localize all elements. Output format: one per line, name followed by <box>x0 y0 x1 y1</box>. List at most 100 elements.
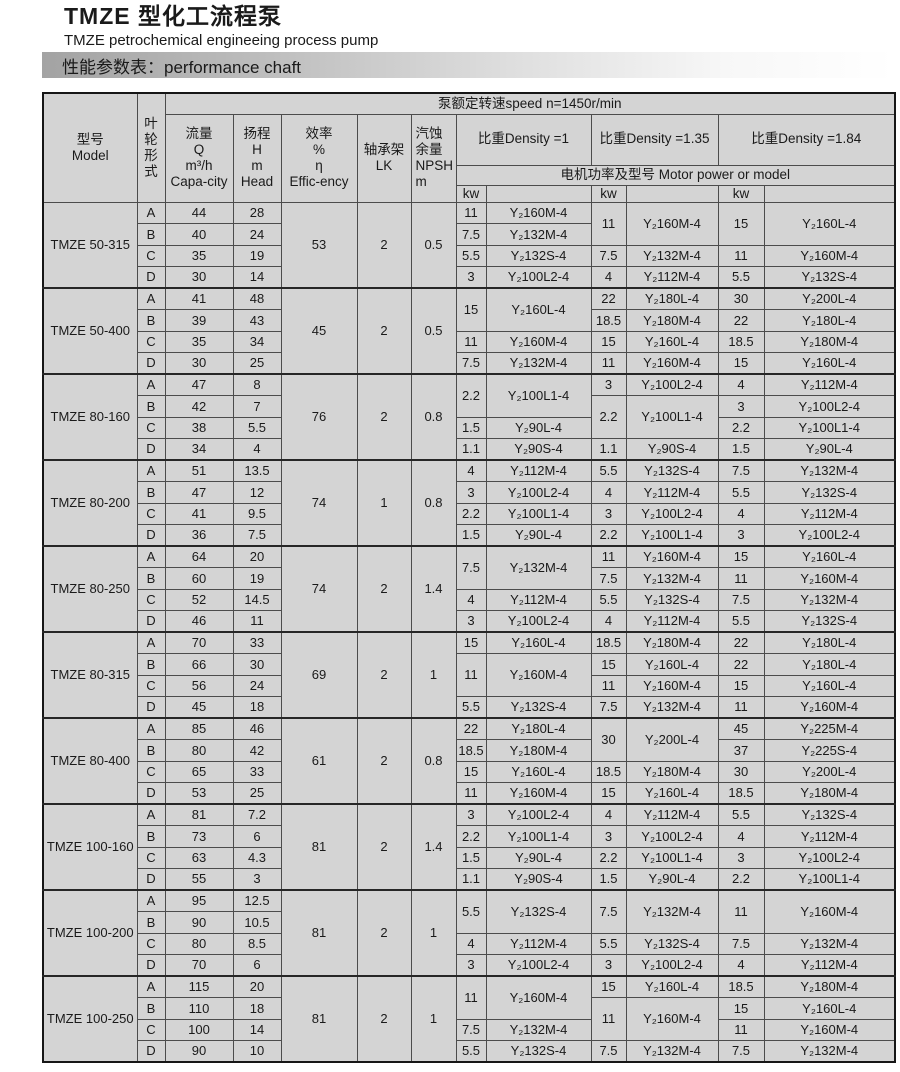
kw-value-cell: 2.2 <box>455 373 487 418</box>
head-value-cell: 14 <box>232 1018 282 1042</box>
motor-model-cell: Y₂200L-4 <box>763 287 896 311</box>
kw-value-cell: 3 <box>455 610 487 633</box>
head-value-cell: 11 <box>232 610 282 633</box>
impeller-form-cell: A <box>136 373 166 397</box>
motor-model-cell: Y₂132S-4 <box>763 610 896 633</box>
head-value-cell: 9.5 <box>232 502 282 526</box>
page-subtitle: TMZE petrochemical engineeing process pu… <box>64 31 379 49</box>
flow-value-cell: 56 <box>164 674 234 698</box>
npsh-value-cell: 0.8 <box>410 373 457 461</box>
kw-value-cell: 15 <box>590 975 627 999</box>
flow-value-cell: 40 <box>164 223 234 246</box>
motor-model-cell: Y₂90L-4 <box>625 868 719 891</box>
motor-model-cell: Y₂132M-4 <box>625 244 719 268</box>
kw-value-cell: 2.2 <box>455 825 487 848</box>
motor-model-cell: Y₂132S-4 <box>485 244 592 268</box>
motor-model-cell: Y₂180L-4 <box>625 287 719 311</box>
motor-model-cell: Y₂132S-4 <box>625 459 719 483</box>
kw-value-cell: 1.5 <box>717 438 765 461</box>
bearing-value-cell: 2 <box>356 631 412 719</box>
flow-value-cell: 73 <box>164 825 234 848</box>
head-value-cell: 4 <box>232 438 282 461</box>
bearing-value-cell: 2 <box>356 201 412 289</box>
motor-model-cell: Y₂160M-4 <box>763 696 896 719</box>
table-body: TMZE 50-315 A 44 28 53 2 0.5 11 Y₂160M-4 11 Y₂160M… <box>42 201 896 1063</box>
impeller-form-cell: D <box>136 266 166 289</box>
head-value-cell: 3 <box>232 868 282 891</box>
impeller-form-cell: B <box>136 395 166 418</box>
impeller-form-cell: D <box>136 524 166 547</box>
efficiency-value-cell: 53 <box>280 201 358 289</box>
rated-speed-header: 泵额定转速speed n=1450r/min <box>164 92 896 115</box>
kw-value-cell: 4 <box>455 588 487 612</box>
impeller-form-cell: B <box>136 911 166 934</box>
kw-value-cell: 5.5 <box>717 803 765 827</box>
impeller-form-cell: C <box>136 760 166 784</box>
impeller-form-cell: B <box>136 223 166 246</box>
motor-model-cell: Y₂160L-4 <box>625 653 719 676</box>
kw-value-cell: 11 <box>590 674 627 698</box>
impeller-form-cell: D <box>136 610 166 633</box>
motor-model-cell: Y₂90S-4 <box>485 868 592 891</box>
motor-model-cell: Y₂132S-4 <box>625 932 719 956</box>
kw-value-cell: 5.5 <box>455 1040 487 1063</box>
head-value-cell: 33 <box>232 760 282 784</box>
motor-model-cell: Y₂180M-4 <box>625 760 719 784</box>
kw-value-cell: 11 <box>590 201 627 246</box>
bearing-value-cell: 1 <box>356 459 412 547</box>
motor-model-cell: Y₂180M-4 <box>625 309 719 332</box>
kw-value-cell: 4 <box>590 266 627 289</box>
kw-value-cell: 22 <box>590 287 627 311</box>
kw-value-cell: 11 <box>455 975 487 1020</box>
kw-value-cell: 1.1 <box>455 868 487 891</box>
kw-value-cell: 7.5 <box>717 932 765 956</box>
head-value-cell: 5.5 <box>232 416 282 440</box>
kw-value-cell: 15 <box>455 631 487 655</box>
kw-value-cell: 4 <box>590 610 627 633</box>
kw-value-cell: 1.5 <box>455 846 487 870</box>
flow-value-cell: 47 <box>164 373 234 397</box>
motor-model-cell: Y₂112M-4 <box>763 825 896 848</box>
table-header: 型号 Model 叶 轮 形 式 泵额定转速speed n=1450r/min … <box>42 92 896 203</box>
kw-value-cell: 11 <box>717 696 765 719</box>
kw-value-cell: 7.5 <box>455 223 487 246</box>
motor-model-cell: Y₂160L-4 <box>625 782 719 805</box>
motor-model-cell: Y₂132S-4 <box>485 696 592 719</box>
model-cell: TMZE 100-200 <box>42 889 138 977</box>
npsh-value-cell: 1 <box>410 889 457 977</box>
kw-value-cell: 3 <box>590 502 627 526</box>
col-header-npsh: 汽蚀 余量 NPSH m <box>410 113 457 203</box>
impeller-form-cell: C <box>136 244 166 268</box>
motor-model-cell: Y₂100L2-4 <box>485 803 592 827</box>
motor-model-cell: Y₂90L-4 <box>485 524 592 547</box>
model-cell: TMZE 80-160 <box>42 373 138 461</box>
motor-model-cell: Y₂180L-4 <box>763 309 896 332</box>
kw-value-cell: 7.5 <box>590 1040 627 1063</box>
impeller-form-cell: B <box>136 309 166 332</box>
kw-value-cell: 5.5 <box>717 481 765 504</box>
head-value-cell: 46 <box>232 717 282 741</box>
motor-power-header: 电机功率及型号 Motor power or model <box>455 164 896 186</box>
kw-value-cell: 5.5 <box>717 610 765 633</box>
kw-value-cell: 22 <box>717 653 765 676</box>
npsh-value-cell: 0.8 <box>410 717 457 805</box>
flow-value-cell: 30 <box>164 266 234 289</box>
impeller-form-cell: A <box>136 201 166 225</box>
motor-model-cell: Y₂132M-4 <box>763 459 896 483</box>
kw-value-cell: 5.5 <box>590 588 627 612</box>
kw-value-cell: 18.5 <box>717 975 765 999</box>
motor-model-cell: Y₂90S-4 <box>625 438 719 461</box>
model-cell: TMZE 50-400 <box>42 287 138 375</box>
performance-table: 型号 Model 叶 轮 形 式 泵额定转速speed n=1450r/min … <box>42 92 897 1064</box>
efficiency-value-cell: 74 <box>280 545 358 633</box>
flow-value-cell: 110 <box>164 997 234 1020</box>
motor-model-cell: Y₂112M-4 <box>625 803 719 827</box>
kw-value-cell: 3 <box>455 954 487 977</box>
head-value-cell: 7.2 <box>232 803 282 827</box>
flow-value-cell: 52 <box>164 588 234 612</box>
impeller-form-cell: C <box>136 416 166 440</box>
motor-model-cell: Y₂160L-4 <box>763 997 896 1020</box>
flow-value-cell: 35 <box>164 330 234 354</box>
kw-value-cell: 2.2 <box>717 416 765 440</box>
kw-value-cell: 18.5 <box>590 631 627 655</box>
